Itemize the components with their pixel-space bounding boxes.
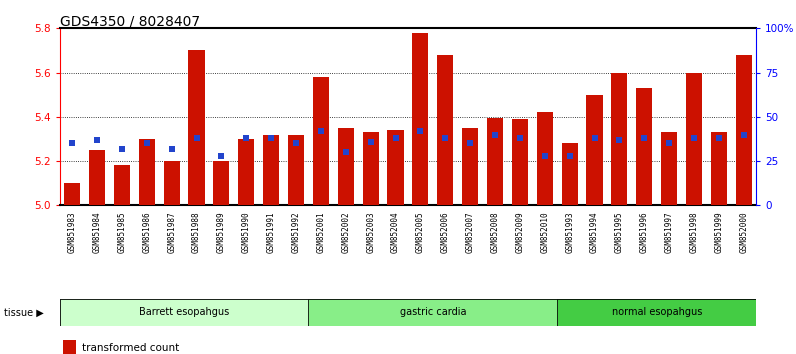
Bar — [487, 118, 503, 205]
Point — [513, 135, 526, 141]
Point — [464, 141, 477, 146]
Bar — [437, 55, 454, 205]
Point — [712, 135, 725, 141]
Text: GSM851983: GSM851983 — [68, 212, 76, 253]
Point — [166, 146, 178, 152]
Point — [190, 135, 203, 141]
Text: GSM851988: GSM851988 — [192, 212, 201, 253]
Text: GSM852006: GSM852006 — [441, 212, 450, 253]
Point — [265, 135, 278, 141]
Point — [688, 135, 700, 141]
Point — [140, 141, 153, 146]
Text: GSM851999: GSM851999 — [714, 212, 724, 253]
Bar — [561, 143, 578, 205]
Bar — [661, 132, 677, 205]
Text: gastric cardia: gastric cardia — [400, 307, 466, 318]
Text: GSM851995: GSM851995 — [615, 212, 624, 253]
Bar — [512, 119, 528, 205]
Bar — [89, 150, 105, 205]
Point — [314, 128, 327, 134]
Bar — [163, 161, 180, 205]
Bar — [611, 73, 627, 205]
Point — [737, 132, 750, 137]
Text: tissue ▶: tissue ▶ — [4, 307, 44, 318]
Text: GSM852003: GSM852003 — [366, 212, 375, 253]
Text: GSM851986: GSM851986 — [142, 212, 151, 253]
Point — [638, 135, 650, 141]
Bar — [189, 50, 205, 205]
Text: GSM852007: GSM852007 — [466, 212, 474, 253]
Text: GSM851987: GSM851987 — [167, 212, 176, 253]
Point — [613, 137, 626, 143]
Point — [290, 141, 302, 146]
Bar — [736, 55, 752, 205]
Point — [663, 141, 676, 146]
Text: transformed count: transformed count — [82, 343, 179, 353]
Point — [588, 135, 601, 141]
Text: GSM851997: GSM851997 — [665, 212, 673, 253]
Text: GSM851984: GSM851984 — [92, 212, 102, 253]
Text: GSM852001: GSM852001 — [316, 212, 326, 253]
Text: GSM851989: GSM851989 — [217, 212, 226, 253]
Text: GSM852009: GSM852009 — [515, 212, 525, 253]
Point — [439, 135, 451, 141]
Text: GSM851985: GSM851985 — [117, 212, 127, 253]
Bar — [711, 132, 727, 205]
Bar — [60, 299, 308, 326]
Text: normal esopahgus: normal esopahgus — [611, 307, 702, 318]
Point — [365, 139, 377, 144]
Text: GSM851990: GSM851990 — [242, 212, 251, 253]
Text: GSM851993: GSM851993 — [565, 212, 574, 253]
Bar — [636, 88, 653, 205]
Bar — [263, 135, 279, 205]
Bar — [338, 128, 354, 205]
Point — [215, 153, 228, 159]
Bar — [462, 128, 478, 205]
Text: GSM851994: GSM851994 — [590, 212, 599, 253]
Point — [66, 141, 79, 146]
Bar — [63, 339, 76, 354]
Text: Barrett esopahgus: Barrett esopahgus — [139, 307, 229, 318]
Point — [414, 128, 427, 134]
Point — [564, 153, 576, 159]
Text: GSM852000: GSM852000 — [739, 212, 748, 253]
Text: GSM851996: GSM851996 — [640, 212, 649, 253]
Bar — [537, 113, 553, 205]
Bar — [388, 130, 404, 205]
Bar — [288, 135, 304, 205]
Bar — [313, 77, 329, 205]
Bar — [308, 299, 557, 326]
Text: GSM852002: GSM852002 — [341, 212, 350, 253]
Text: GSM852005: GSM852005 — [416, 212, 425, 253]
Text: GSM851992: GSM851992 — [291, 212, 301, 253]
Text: GSM851998: GSM851998 — [689, 212, 699, 253]
Point — [115, 146, 128, 152]
Text: GSM852010: GSM852010 — [540, 212, 549, 253]
Bar — [213, 161, 229, 205]
Point — [91, 137, 103, 143]
Bar — [686, 73, 702, 205]
Point — [389, 135, 402, 141]
Point — [538, 153, 551, 159]
Bar — [238, 139, 255, 205]
Text: GSM852008: GSM852008 — [490, 212, 500, 253]
Point — [240, 135, 252, 141]
Bar — [114, 166, 130, 205]
Bar — [64, 183, 80, 205]
Bar — [557, 299, 756, 326]
Text: GSM851991: GSM851991 — [267, 212, 275, 253]
Point — [489, 132, 501, 137]
Bar — [587, 95, 603, 205]
Point — [339, 149, 352, 155]
Bar — [412, 33, 428, 205]
Text: GSM852004: GSM852004 — [391, 212, 400, 253]
Bar — [139, 139, 155, 205]
Bar — [362, 132, 379, 205]
Text: GDS4350 / 8028407: GDS4350 / 8028407 — [60, 14, 200, 28]
